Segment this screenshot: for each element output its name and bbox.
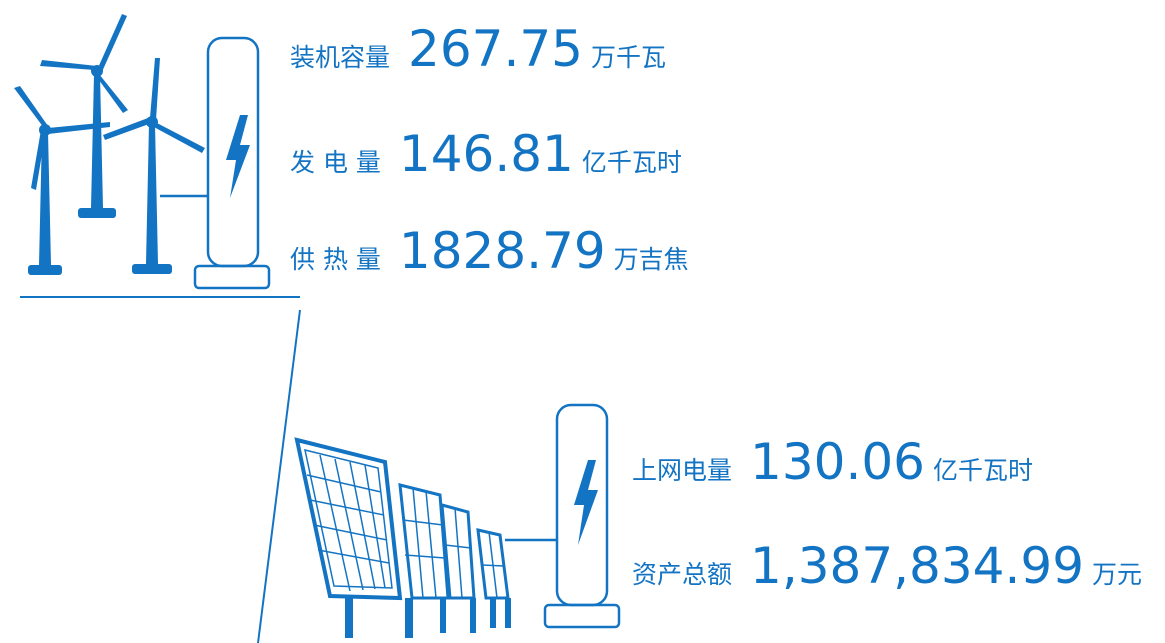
stat-row: 上网电量 130.06 亿千瓦时 xyxy=(632,433,1033,491)
stat-label: 资产总额 xyxy=(632,555,732,591)
stat-row: 供 热 量 1828.79 万吉焦 xyxy=(290,222,689,280)
stat-value: 146.81 xyxy=(399,125,574,183)
stat-value: 1828.79 xyxy=(399,222,606,280)
stat-value: 1,387,834.99 xyxy=(750,537,1084,595)
stat-unit: 万元 xyxy=(1092,555,1142,591)
page: 装机容量 267.75 万千瓦 发 电 量 146.81 亿千瓦时 供 热 量 … xyxy=(0,0,1165,643)
stat-row: 发 电 量 146.81 亿千瓦时 xyxy=(290,125,682,183)
stat-label: 上网电量 xyxy=(632,451,732,487)
stat-unit: 亿千瓦时 xyxy=(933,451,1033,487)
stat-row: 装机容量 267.75 万千瓦 xyxy=(290,20,666,78)
stat-unit: 亿千瓦时 xyxy=(582,143,682,179)
stat-unit: 万吉焦 xyxy=(614,240,689,276)
stat-value: 130.06 xyxy=(750,433,925,491)
stat-row: 资产总额 1,387,834.99 万元 xyxy=(632,537,1142,595)
stat-value: 267.75 xyxy=(408,20,583,78)
stat-unit: 万千瓦 xyxy=(591,38,666,74)
stat-label: 装机容量 xyxy=(290,38,390,74)
stat-label: 发 电 量 xyxy=(290,143,381,179)
stat-label: 供 热 量 xyxy=(290,240,381,276)
